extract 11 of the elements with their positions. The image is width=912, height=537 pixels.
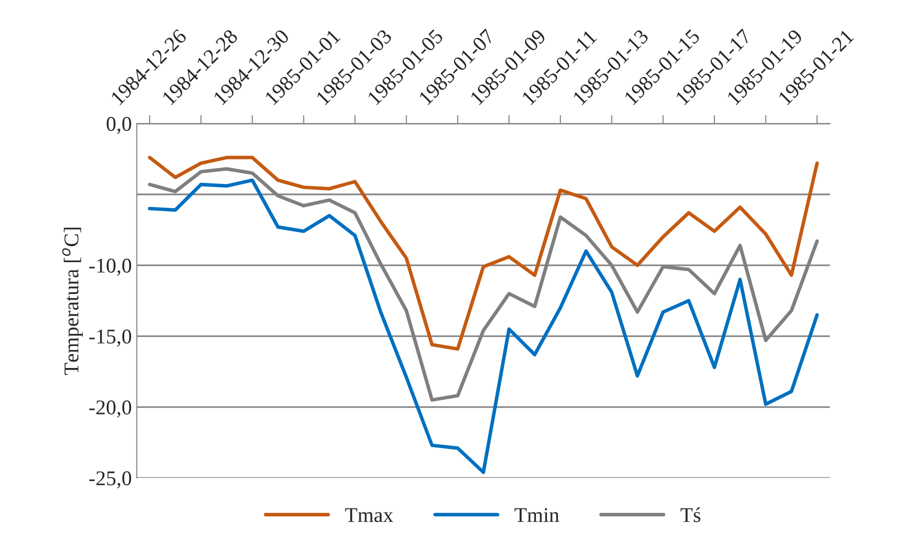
y-axis-title: Temperatura [$^{o}$C] xyxy=(62,228,83,375)
y-tick-label: -15,0 xyxy=(89,330,132,347)
legend-label: Tmax xyxy=(345,508,394,522)
y-tick-label: 0,0 xyxy=(106,116,132,134)
line-series xyxy=(148,156,819,351)
line-series xyxy=(148,178,819,474)
legend-label: Tmin xyxy=(514,508,560,522)
legend-label: Tś xyxy=(680,507,700,522)
y-tick-label: -25,0 xyxy=(89,471,132,488)
y-tick-label: -10,0 xyxy=(89,258,132,276)
y-tick-label: -20,0 xyxy=(89,400,132,418)
